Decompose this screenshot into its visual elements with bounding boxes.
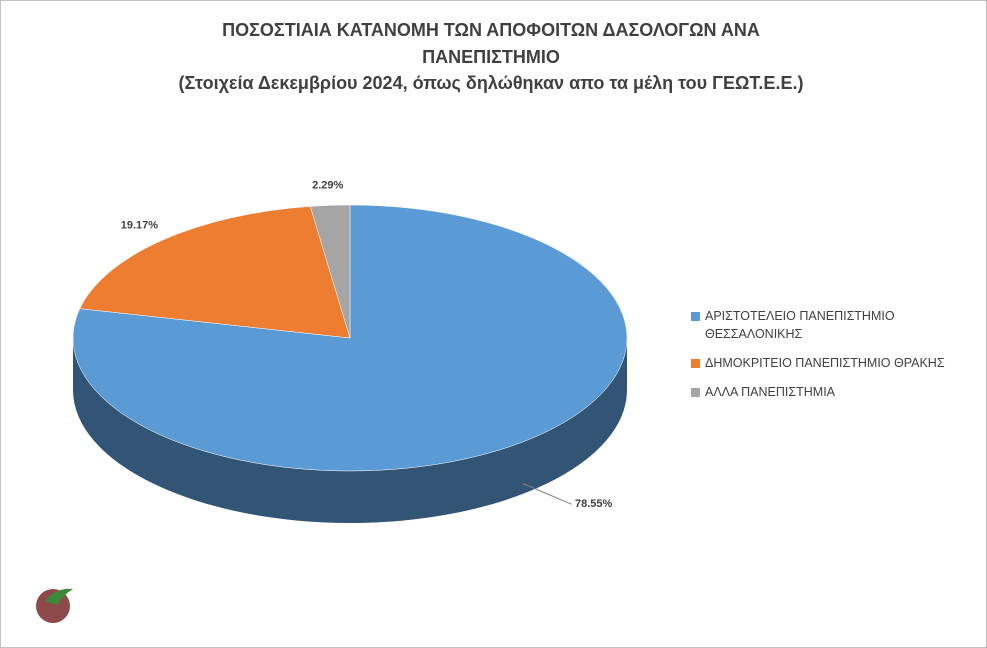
pie-slice xyxy=(309,204,351,339)
legend-swatch xyxy=(691,388,700,397)
data-label: 78.55% xyxy=(575,498,613,510)
data-label: 19.17% xyxy=(121,220,159,232)
data-label: 2.29% xyxy=(312,179,343,191)
chart-title: ΠΟΣΟΣΤΙΑΙΑ ΚΑΤΑΝΟΜΗ ΤΩΝ ΑΠΟΦΟΙΤΩΝ ΔΑΣΟΛΟ… xyxy=(222,20,760,67)
legend-item: ΑΡΙΣΤΟΤΕΛΕΙΟ ΠΑΝΕΠΙΣΤΗΜΙΟ ΘΕΣΣΑΛΟΝΙΚΗΣ xyxy=(691,307,981,343)
chart-subtitle: (Στοιχεία Δεκεμβρίου 2024, όπως δηλώθηκα… xyxy=(178,73,804,93)
legend-item: ΑΛΛΑ ΠΑΝΕΠΙΣΤΗΜΙΑ xyxy=(691,383,981,401)
legend-label: ΑΡΙΣΤΟΤΕΛΕΙΟ ΠΑΝΕΠΙΣΤΗΜΙΟ ΘΕΣΣΑΛΟΝΙΚΗΣ xyxy=(705,309,895,341)
legend: ΑΡΙΣΤΟΤΕΛΕΙΟ ΠΑΝΕΠΙΣΤΗΜΙΟ ΘΕΣΣΑΛΟΝΙΚΗΣ ΔΗ… xyxy=(691,307,981,412)
leader-line xyxy=(522,483,572,505)
pie-side xyxy=(73,338,627,523)
legend-item: ΔΗΜΟΚΡΙΤΕΙΟ ΠΑΝΕΠΙΣΤΗΜΙΟ ΘΡΑΚΗΣ xyxy=(691,354,981,372)
logo xyxy=(36,588,73,623)
legend-label: ΔΗΜΟΚΡΙΤΕΙΟ ΠΑΝΕΠΙΣΤΗΜΙΟ ΘΡΑΚΗΣ xyxy=(705,356,945,370)
pie-slice xyxy=(79,206,351,339)
legend-label: ΑΛΛΑ ΠΑΝΕΠΙΣΤΗΜΙΑ xyxy=(705,385,835,399)
legend-swatch xyxy=(691,359,700,368)
legend-swatch xyxy=(691,312,700,321)
